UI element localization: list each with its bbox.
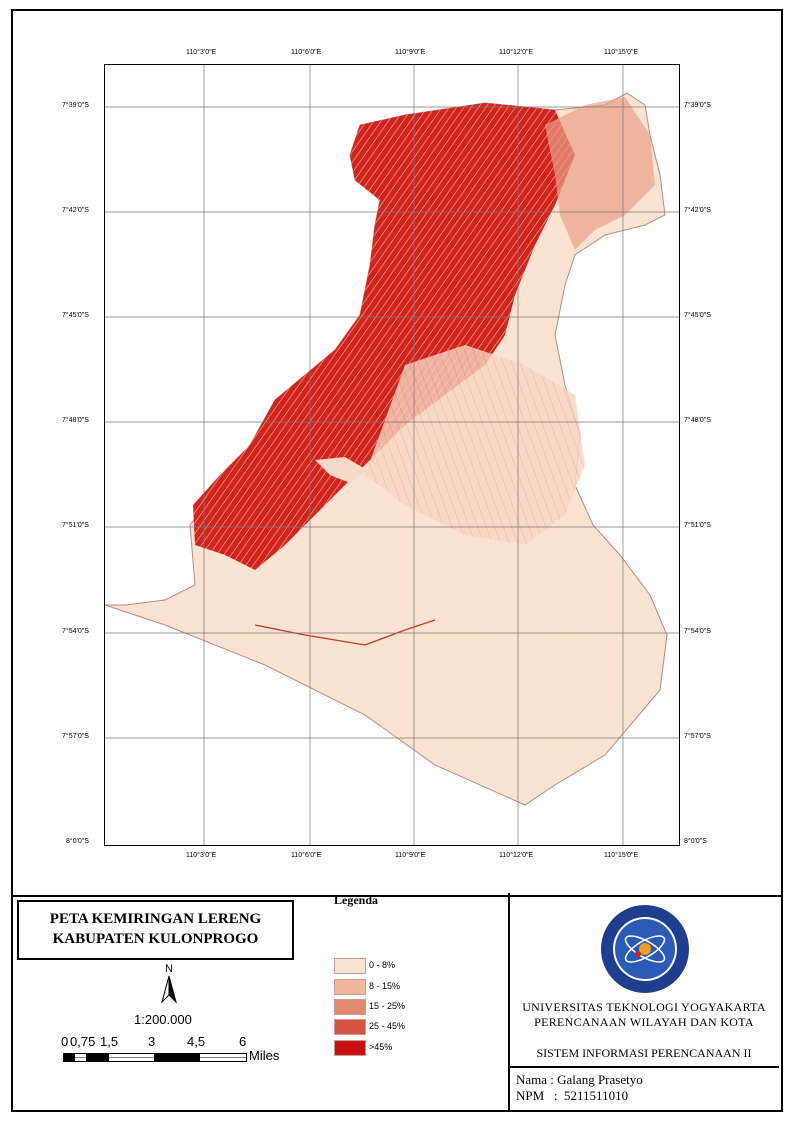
lat-label-left: 7°51'0"S [62, 522, 89, 529]
lat-label-right: 7°45'0"S [684, 312, 711, 319]
legend-label: 8 - 15% [369, 981, 401, 991]
map-title-line1: PETA KEMIRINGAN LERENG [49, 911, 262, 927]
slope-map [105, 65, 679, 845]
lat-label-left: 7°45'0"S [62, 312, 89, 319]
university-line1: UNIVERSITAS TEKNOLOGI YOGYAKARTA [522, 1000, 766, 1014]
lon-label-bottom: 110°9'0"E [395, 852, 426, 859]
lon-label-top: 110°3'0"E [186, 49, 217, 56]
map-frame [11, 9, 783, 897]
scale-bar [63, 1053, 247, 1062]
legend-panel [11, 893, 783, 1112]
lat-label-left: 7°42'0"S [62, 207, 89, 214]
scale-tick: 1,5 [100, 1034, 119, 1049]
scale-tick: 3 [148, 1034, 156, 1049]
legend-label: 0 - 8% [369, 960, 396, 970]
scale-unit: Miles [249, 1048, 280, 1063]
lon-label-bottom: 110°6'0"E [291, 852, 322, 859]
legend-swatch-8-15 [334, 979, 366, 995]
lat-label-right: 7°51'0"S [684, 522, 711, 529]
legend-swatch-over-45 [334, 1040, 366, 1056]
panel-divider [508, 893, 510, 1112]
lat-label-right: 7°57'0"S [684, 733, 711, 740]
map-title-line2: KABUPATEN KULONPROGO [52, 931, 259, 947]
lat-label-left: 7°54'0"S [62, 628, 89, 635]
lat-label-right: 8°0'0"S [684, 838, 707, 845]
lat-label-right: 7°42'0"S [684, 207, 711, 214]
divider [508, 1066, 779, 1068]
author-name: Nama : Galang Prasetyo [516, 1072, 643, 1087]
university-name: UNIVERSITAS TEKNOLOGI YOGYAKARTA PERENCA… [510, 1000, 778, 1030]
scale-tick: 4,5 [187, 1034, 206, 1049]
university-line2: PERENCANAAN WILAYAH DAN KOTA [534, 1015, 754, 1029]
lat-label-right: 7°48'0"S [684, 417, 711, 424]
graticule [105, 65, 679, 845]
lat-label-left: 7°39'0"S [62, 102, 89, 109]
scale-tick: 0,75 [70, 1034, 96, 1049]
university-logo-icon [600, 904, 690, 994]
lat-label-left: 7°48'0"S [62, 417, 89, 424]
legend-swatch-25-45 [334, 1019, 366, 1035]
lon-label-top: 110°6'0"E [291, 49, 322, 56]
map-title-box: PETA KEMIRINGAN LERENG KABUPATEN KULONPR… [17, 900, 294, 960]
lon-label-bottom: 110°12'0"E [499, 852, 534, 859]
course-name: SISTEM INFORMASI PERENCANAAN II [536, 1046, 752, 1060]
lat-label-left: 8°0'0"S [66, 838, 89, 845]
north-arrow-icon: N [158, 962, 180, 1008]
scale-ratio: 1:200.000 [134, 1012, 192, 1027]
legend-swatch-15-25 [334, 999, 366, 1015]
lat-label-left: 7°57'0"S [62, 733, 89, 740]
lon-label-bottom: 110°15'0"E [604, 852, 639, 859]
legend-label: 15 - 25% [369, 1001, 406, 1011]
lat-label-right: 7°39'0"S [684, 102, 711, 109]
scale-tick: 6 [239, 1034, 247, 1049]
legend-heading: Legenda [334, 893, 379, 907]
scale-tick: 0 [61, 1034, 69, 1049]
lon-label-bottom: 110°3'0"E [186, 852, 217, 859]
map-area[interactable] [104, 64, 680, 846]
legend-swatch-0-8 [334, 958, 366, 974]
legend-label: >45% [369, 1042, 393, 1052]
lat-label-right: 7°54'0"S [684, 628, 711, 635]
lon-label-top: 110°12'0"E [499, 49, 534, 56]
legend-label: 25 - 45% [369, 1021, 406, 1031]
lon-label-top: 110°15'0"E [604, 49, 639, 56]
lon-label-top: 110°9'0"E [395, 49, 426, 56]
author-npm: NPM : 5211511010 [516, 1088, 629, 1103]
north-letter: N [165, 963, 173, 975]
